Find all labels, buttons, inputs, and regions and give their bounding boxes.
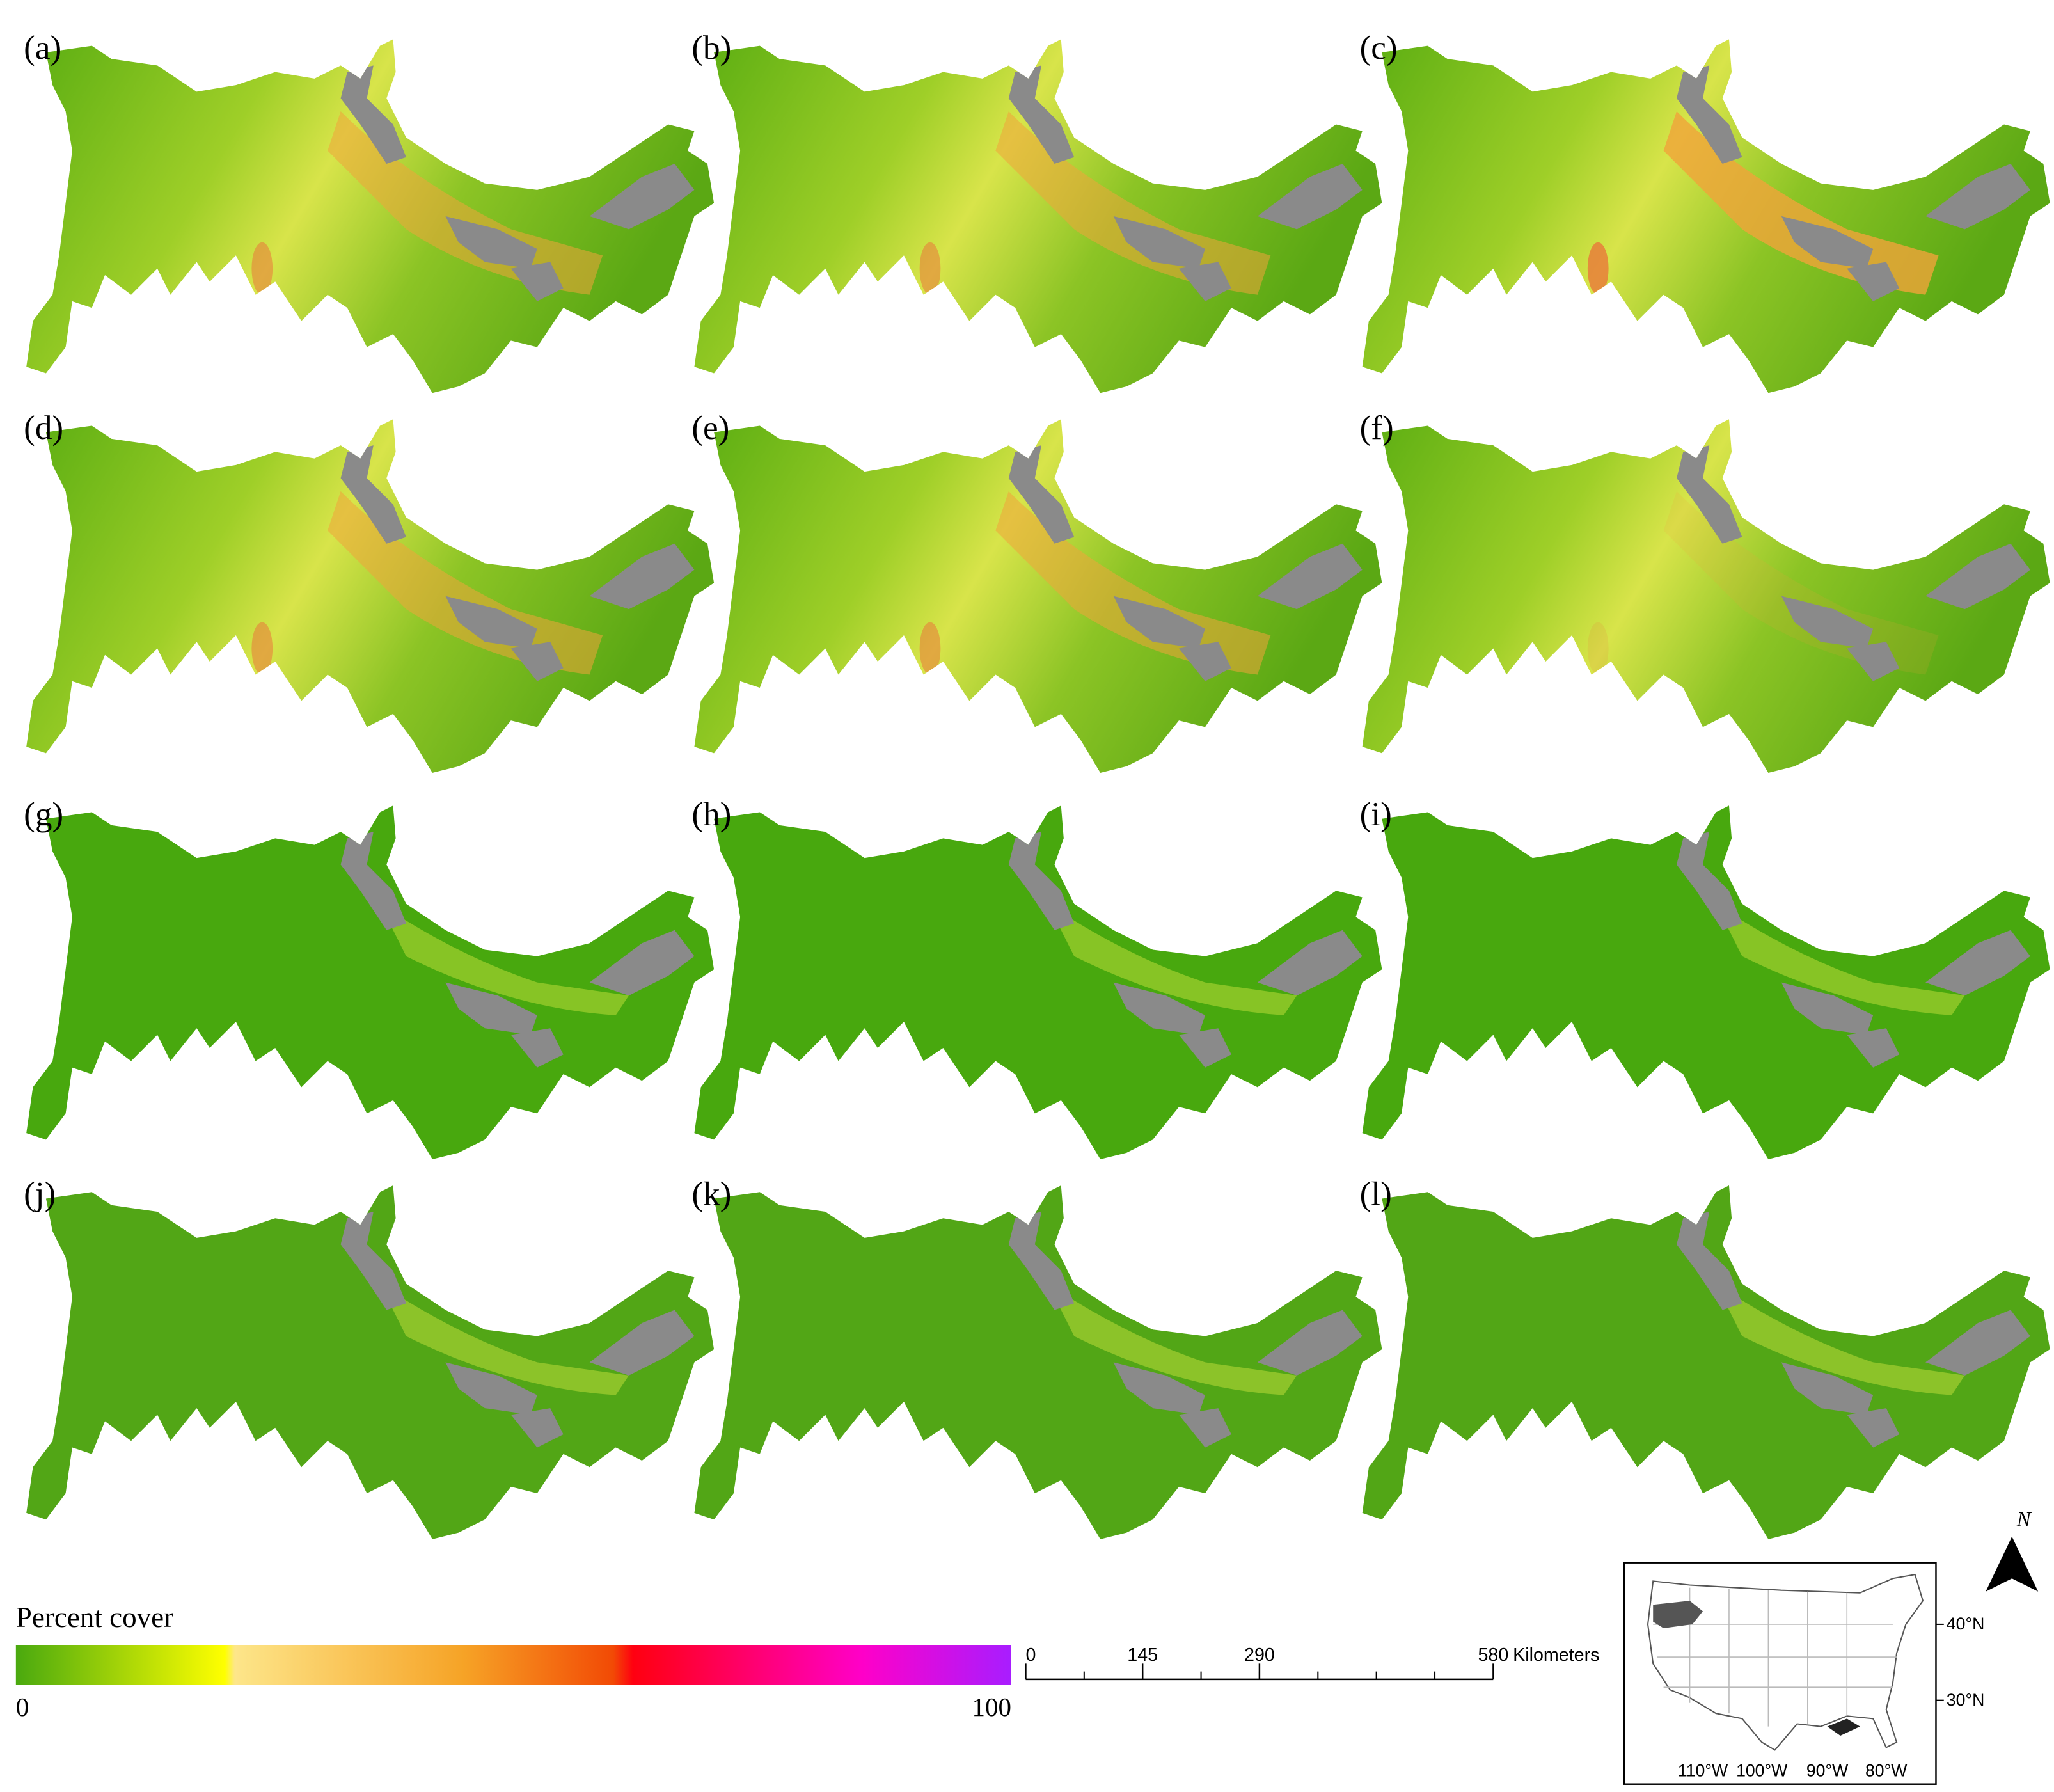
scale-unit: Kilometers — [1513, 1645, 1599, 1665]
map-panel: (d) — [24, 409, 715, 773]
lon-label: 80°W — [1865, 1761, 1908, 1780]
panel-label: (k) — [691, 1175, 731, 1213]
panel-label: (b) — [691, 29, 731, 67]
panel-label: (h) — [691, 795, 731, 833]
scale-label: 0 — [1025, 1645, 1036, 1665]
panel-label: (d) — [24, 409, 63, 447]
north-label: N — [2016, 1508, 2032, 1531]
inset-map — [1623, 1562, 1944, 1785]
color-bar — [15, 1645, 1011, 1685]
legend-min: 0 — [16, 1693, 29, 1722]
panel-label: (g) — [24, 795, 63, 833]
map-panel: (k) — [691, 1175, 1382, 1539]
lat-label: 30°N — [1947, 1690, 1984, 1709]
north-arrow: N — [1986, 1508, 2039, 1592]
map-panel: (h) — [691, 795, 1382, 1160]
lon-label: 100°W — [1736, 1761, 1788, 1780]
map-panel: (i) — [1360, 795, 2050, 1160]
map-panel: (e) — [691, 409, 1382, 773]
inset-labels: 40°N 30°N 110°W 100°W 90°W 80°W — [1678, 1614, 1984, 1780]
legend-title: Percent cover — [16, 1601, 173, 1633]
legend-max: 100 — [972, 1693, 1011, 1722]
scale-label: 145 — [1127, 1645, 1158, 1665]
map-panel: (c) — [1360, 29, 2050, 393]
scale-label: 580 — [1478, 1645, 1509, 1665]
panel-label: (j) — [24, 1175, 56, 1213]
scale-label: 290 — [1244, 1645, 1275, 1665]
lon-label: 110°W — [1678, 1761, 1728, 1780]
panel-grid: (a) (b) (c) (d) (e) (f) (g) (h) (i) (j) (k) (l) — [24, 29, 2050, 1539]
map-panel: (b) — [691, 29, 1382, 393]
panel-label: (f) — [1360, 409, 1394, 447]
map-panel: (l) — [1360, 1175, 2050, 1539]
panel-label: (e) — [691, 409, 729, 447]
scale-bar: 0 145 290 580 Kilometers — [1025, 1645, 1600, 1681]
panel-label: (l) — [1360, 1175, 1392, 1213]
panel-label: (a) — [24, 29, 61, 67]
panel-label: (i) — [1360, 795, 1392, 833]
map-panel: (g) — [24, 795, 715, 1160]
map-panel: (a) — [24, 29, 715, 393]
panel-label: (c) — [1360, 29, 1398, 67]
map-panel: (j) — [24, 1175, 715, 1539]
map-panel: (f) — [1360, 409, 2050, 773]
lon-label: 90°W — [1806, 1761, 1849, 1780]
lat-label: 40°N — [1947, 1614, 1984, 1633]
